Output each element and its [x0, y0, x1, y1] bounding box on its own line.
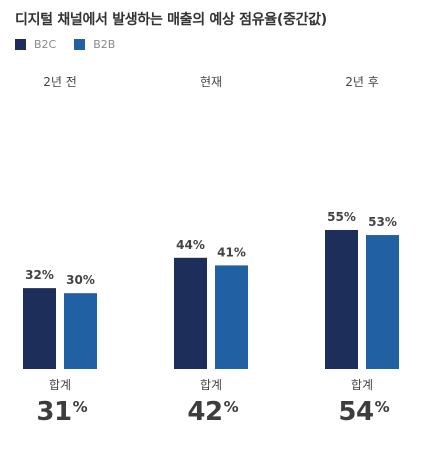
legend-label-b2c: B2C	[34, 37, 57, 51]
total-value: 42	[187, 397, 222, 427]
total-value: 31	[36, 397, 71, 427]
legend-item-b2b: B2B	[74, 38, 115, 51]
bar-value-label: 55%	[327, 210, 356, 224]
period-label: 2년 전	[43, 75, 77, 89]
total-percent-sign: %	[375, 398, 390, 416]
bar-b2b	[64, 293, 97, 369]
chart-title: 디지털 채널에서 발생하는 매출의 예상 점유율(중간값)	[15, 12, 327, 28]
total-percent-sign: %	[224, 398, 239, 416]
total-percent-sign: %	[73, 398, 88, 416]
bar-value-label: 41%	[217, 245, 246, 259]
period-label: 2년 후	[345, 75, 379, 89]
chart-legend: B2C B2B	[15, 37, 133, 51]
bar-b2c	[325, 230, 358, 369]
bar-b2b	[215, 265, 248, 369]
bar-b2b	[366, 235, 399, 369]
legend-swatch-b2c	[15, 38, 26, 50]
legend-label-b2b: B2B	[93, 37, 116, 51]
bar-value-label: 44%	[176, 238, 205, 252]
bar-b2c	[23, 288, 56, 369]
bar-value-label: 53%	[368, 215, 397, 229]
bar-value-label: 32%	[25, 268, 54, 282]
total-label: 합계	[200, 378, 222, 392]
bar-value-label: 30%	[66, 273, 95, 287]
period-label: 현재	[200, 75, 222, 89]
total-label: 합계	[49, 378, 71, 392]
legend-swatch-b2b	[74, 38, 86, 50]
total-label: 합계	[351, 378, 373, 392]
legend-item-b2c: B2C	[15, 38, 56, 51]
total-value: 54	[338, 397, 373, 427]
bar-b2c	[174, 257, 207, 369]
